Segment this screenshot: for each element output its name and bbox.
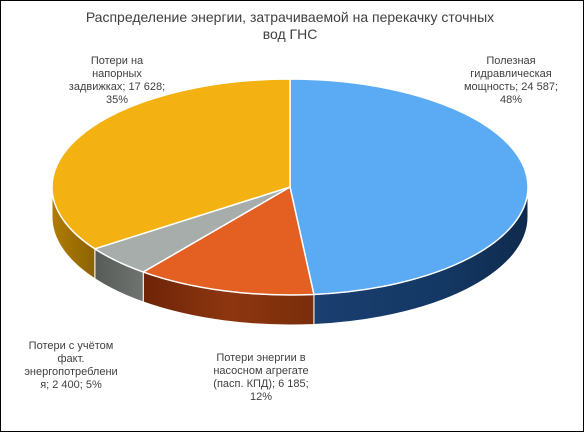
data-label-line: мощность; 24 587; [463, 81, 558, 93]
chart-title-line-2: вод ГНС [262, 26, 318, 42]
data-label-actual-consumption-losses: Потери с учётом факт. энергопотреблени я; 2… [16, 340, 126, 392]
data-label-line: 12% [249, 391, 273, 403]
data-label-line: Потери энергии в [216, 352, 306, 364]
data-label-line: факт. [57, 353, 85, 365]
data-label-line: насосном агрегате [213, 365, 309, 377]
data-label-line: напорных [92, 68, 142, 80]
data-label-useful-power: Полезная гидравлическая мощность; 24 587; 4… [446, 55, 576, 107]
data-label-line: Полезная [486, 55, 536, 67]
chart-title: Распределение энергии, затрачиваемой на … [40, 9, 540, 43]
pie-slice-valve-losses [51, 78, 291, 250]
data-label-line: гидравлическая [470, 68, 552, 80]
data-label-line: Потери с учётом [28, 340, 114, 352]
pie-slice-pump-unit-losses [142, 186, 315, 296]
data-label-line: 35% [105, 94, 129, 106]
chart-title-line-1: Распределение энергии, затрачиваемой на … [85, 9, 495, 25]
data-label-line: 48% [499, 94, 523, 106]
pie-slice-useful-power [289, 78, 529, 296]
data-label-valve-losses: Потери на напорных задвижках; 17 628; 35% [58, 55, 176, 107]
data-label-line: задвижках; 17 628; [68, 81, 166, 93]
data-label-line: энергопотреблени [24, 366, 118, 378]
data-label-line: я; 2 400; 5% [40, 379, 102, 391]
data-label-line: Потери на [90, 55, 144, 67]
data-label-line: (пасп. КПД); 6 185; [213, 378, 309, 390]
data-label-pump-unit-losses: Потери энергии в насосном агрегате (пасп. … [196, 352, 326, 404]
